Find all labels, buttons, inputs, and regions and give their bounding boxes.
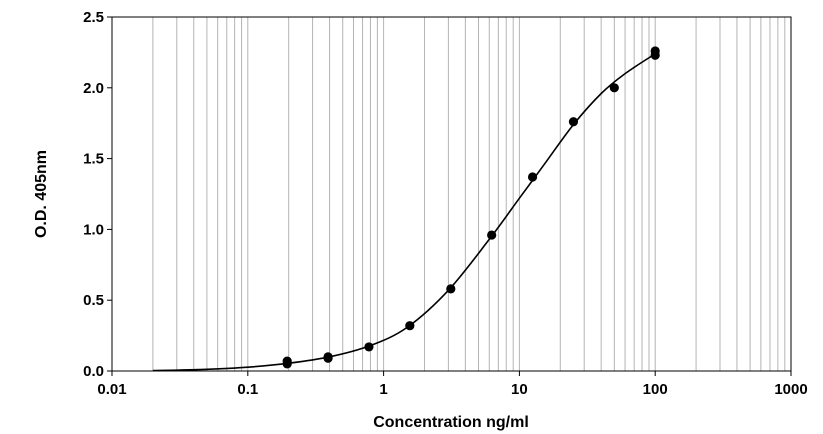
data-points bbox=[282, 46, 660, 369]
data-point bbox=[364, 342, 374, 352]
y-axis-title: O.D. 405nm bbox=[33, 150, 50, 238]
data-point bbox=[446, 284, 456, 294]
x-tick-label: 100 bbox=[643, 381, 668, 398]
x-tick-labels: 0.01 0.1 1 10 100 1000 bbox=[97, 371, 808, 398]
data-point bbox=[609, 83, 619, 93]
grid bbox=[152, 17, 786, 371]
y-tick-label: 1.5 bbox=[83, 151, 104, 168]
data-point bbox=[650, 46, 660, 56]
y-tick-labels: 0.0 0.5 1.0 1.5 2.0 2.5 bbox=[83, 9, 112, 380]
fit-curve bbox=[152, 53, 656, 372]
data-point bbox=[323, 352, 333, 362]
y-tick-label: 0.0 bbox=[83, 363, 104, 380]
x-tick-label: 1000 bbox=[774, 381, 807, 398]
data-point bbox=[487, 230, 497, 240]
y-tick-label: 2.5 bbox=[83, 9, 104, 26]
x-axis-title: Concentration ng/ml bbox=[373, 414, 529, 431]
data-point bbox=[568, 117, 579, 127]
y-tick-label: 1.0 bbox=[83, 221, 104, 238]
y-tick-label: 0.5 bbox=[83, 292, 104, 309]
plot-frame bbox=[111, 16, 792, 372]
x-tick-label: 0.01 bbox=[97, 381, 126, 398]
data-point bbox=[282, 356, 292, 366]
x-tick-label: 0.1 bbox=[237, 381, 258, 398]
y-tick-label: 2.0 bbox=[83, 80, 104, 97]
data-point bbox=[527, 172, 538, 182]
data-point bbox=[405, 321, 415, 331]
x-tick-label: 1 bbox=[379, 381, 387, 398]
x-tick-label: 10 bbox=[511, 381, 528, 398]
